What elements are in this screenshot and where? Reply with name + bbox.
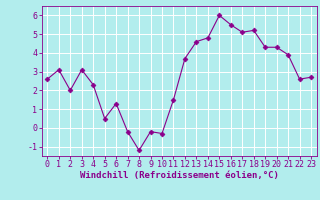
X-axis label: Windchill (Refroidissement éolien,°C): Windchill (Refroidissement éolien,°C) — [80, 171, 279, 180]
